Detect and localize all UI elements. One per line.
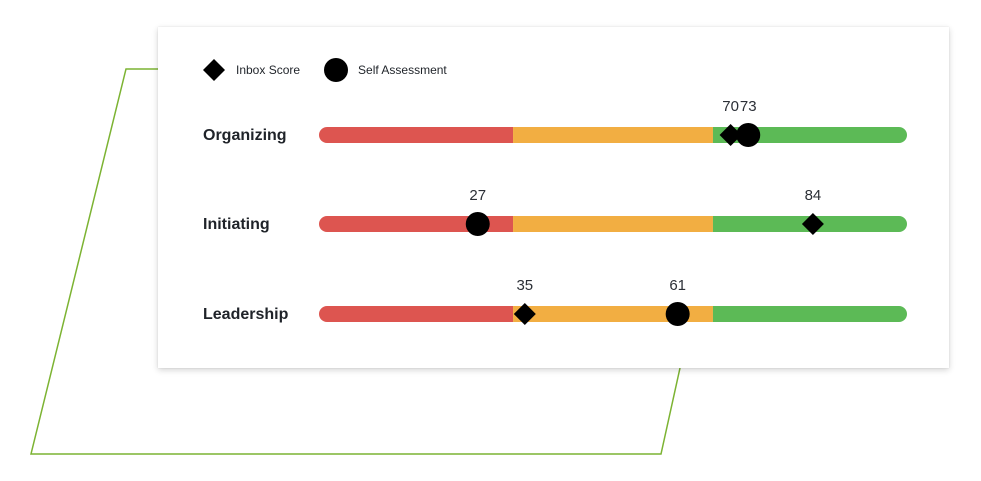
self-assessment-marker-leadership bbox=[665, 302, 690, 326]
category-label-leadership: Leadership bbox=[203, 306, 289, 323]
inbox-score-value-leadership: 35 bbox=[516, 277, 533, 294]
range-band-organizing-2 bbox=[712, 127, 907, 143]
range-band-leadership-0 bbox=[319, 306, 514, 322]
legend-label-self-assessment: Self Assessment bbox=[358, 63, 447, 77]
inbox-score-marker-initiating bbox=[801, 213, 824, 235]
circle-icon bbox=[324, 58, 349, 82]
range-band-organizing-0 bbox=[319, 127, 514, 143]
inbox-score-value-organizing: 70 bbox=[722, 98, 739, 115]
chart-card: Inbox Score Self Assessment Organizing 70… bbox=[158, 27, 949, 368]
legend-label-inbox-score: Inbox Score bbox=[236, 63, 301, 77]
inbox-score-marker-leadership bbox=[513, 303, 536, 325]
diamond-icon bbox=[203, 59, 225, 81]
category-label-organizing: Organizing bbox=[203, 127, 287, 144]
self-assessment-value-leadership: 61 bbox=[669, 277, 686, 294]
inbox-score-value-initiating: 84 bbox=[805, 187, 822, 204]
category-label-initiating: Initiating bbox=[203, 216, 270, 233]
inbox-score-marker-organizing bbox=[719, 124, 742, 146]
range-band-leadership-1 bbox=[513, 306, 713, 322]
self-assessment-value-organizing: 73 bbox=[740, 98, 757, 115]
legend-item-self-assessment[interactable]: Self Assessment bbox=[324, 58, 447, 82]
range-band-leadership-2 bbox=[712, 306, 907, 322]
range-band-initiating-0 bbox=[319, 216, 514, 232]
self-assessment-marker-organizing bbox=[736, 123, 761, 147]
self-assessment-marker-initiating bbox=[465, 212, 490, 236]
legend: Inbox Score Self Assessment bbox=[202, 58, 471, 82]
range-chart: Organizing 70 73 Initiating 84 27 Leadership 35… bbox=[203, 98, 907, 326]
legend-item-inbox-score[interactable]: Inbox Score bbox=[202, 58, 300, 82]
range-band-organizing-1 bbox=[513, 127, 713, 143]
self-assessment-value-initiating: 27 bbox=[469, 187, 486, 204]
range-band-initiating-1 bbox=[513, 216, 713, 232]
